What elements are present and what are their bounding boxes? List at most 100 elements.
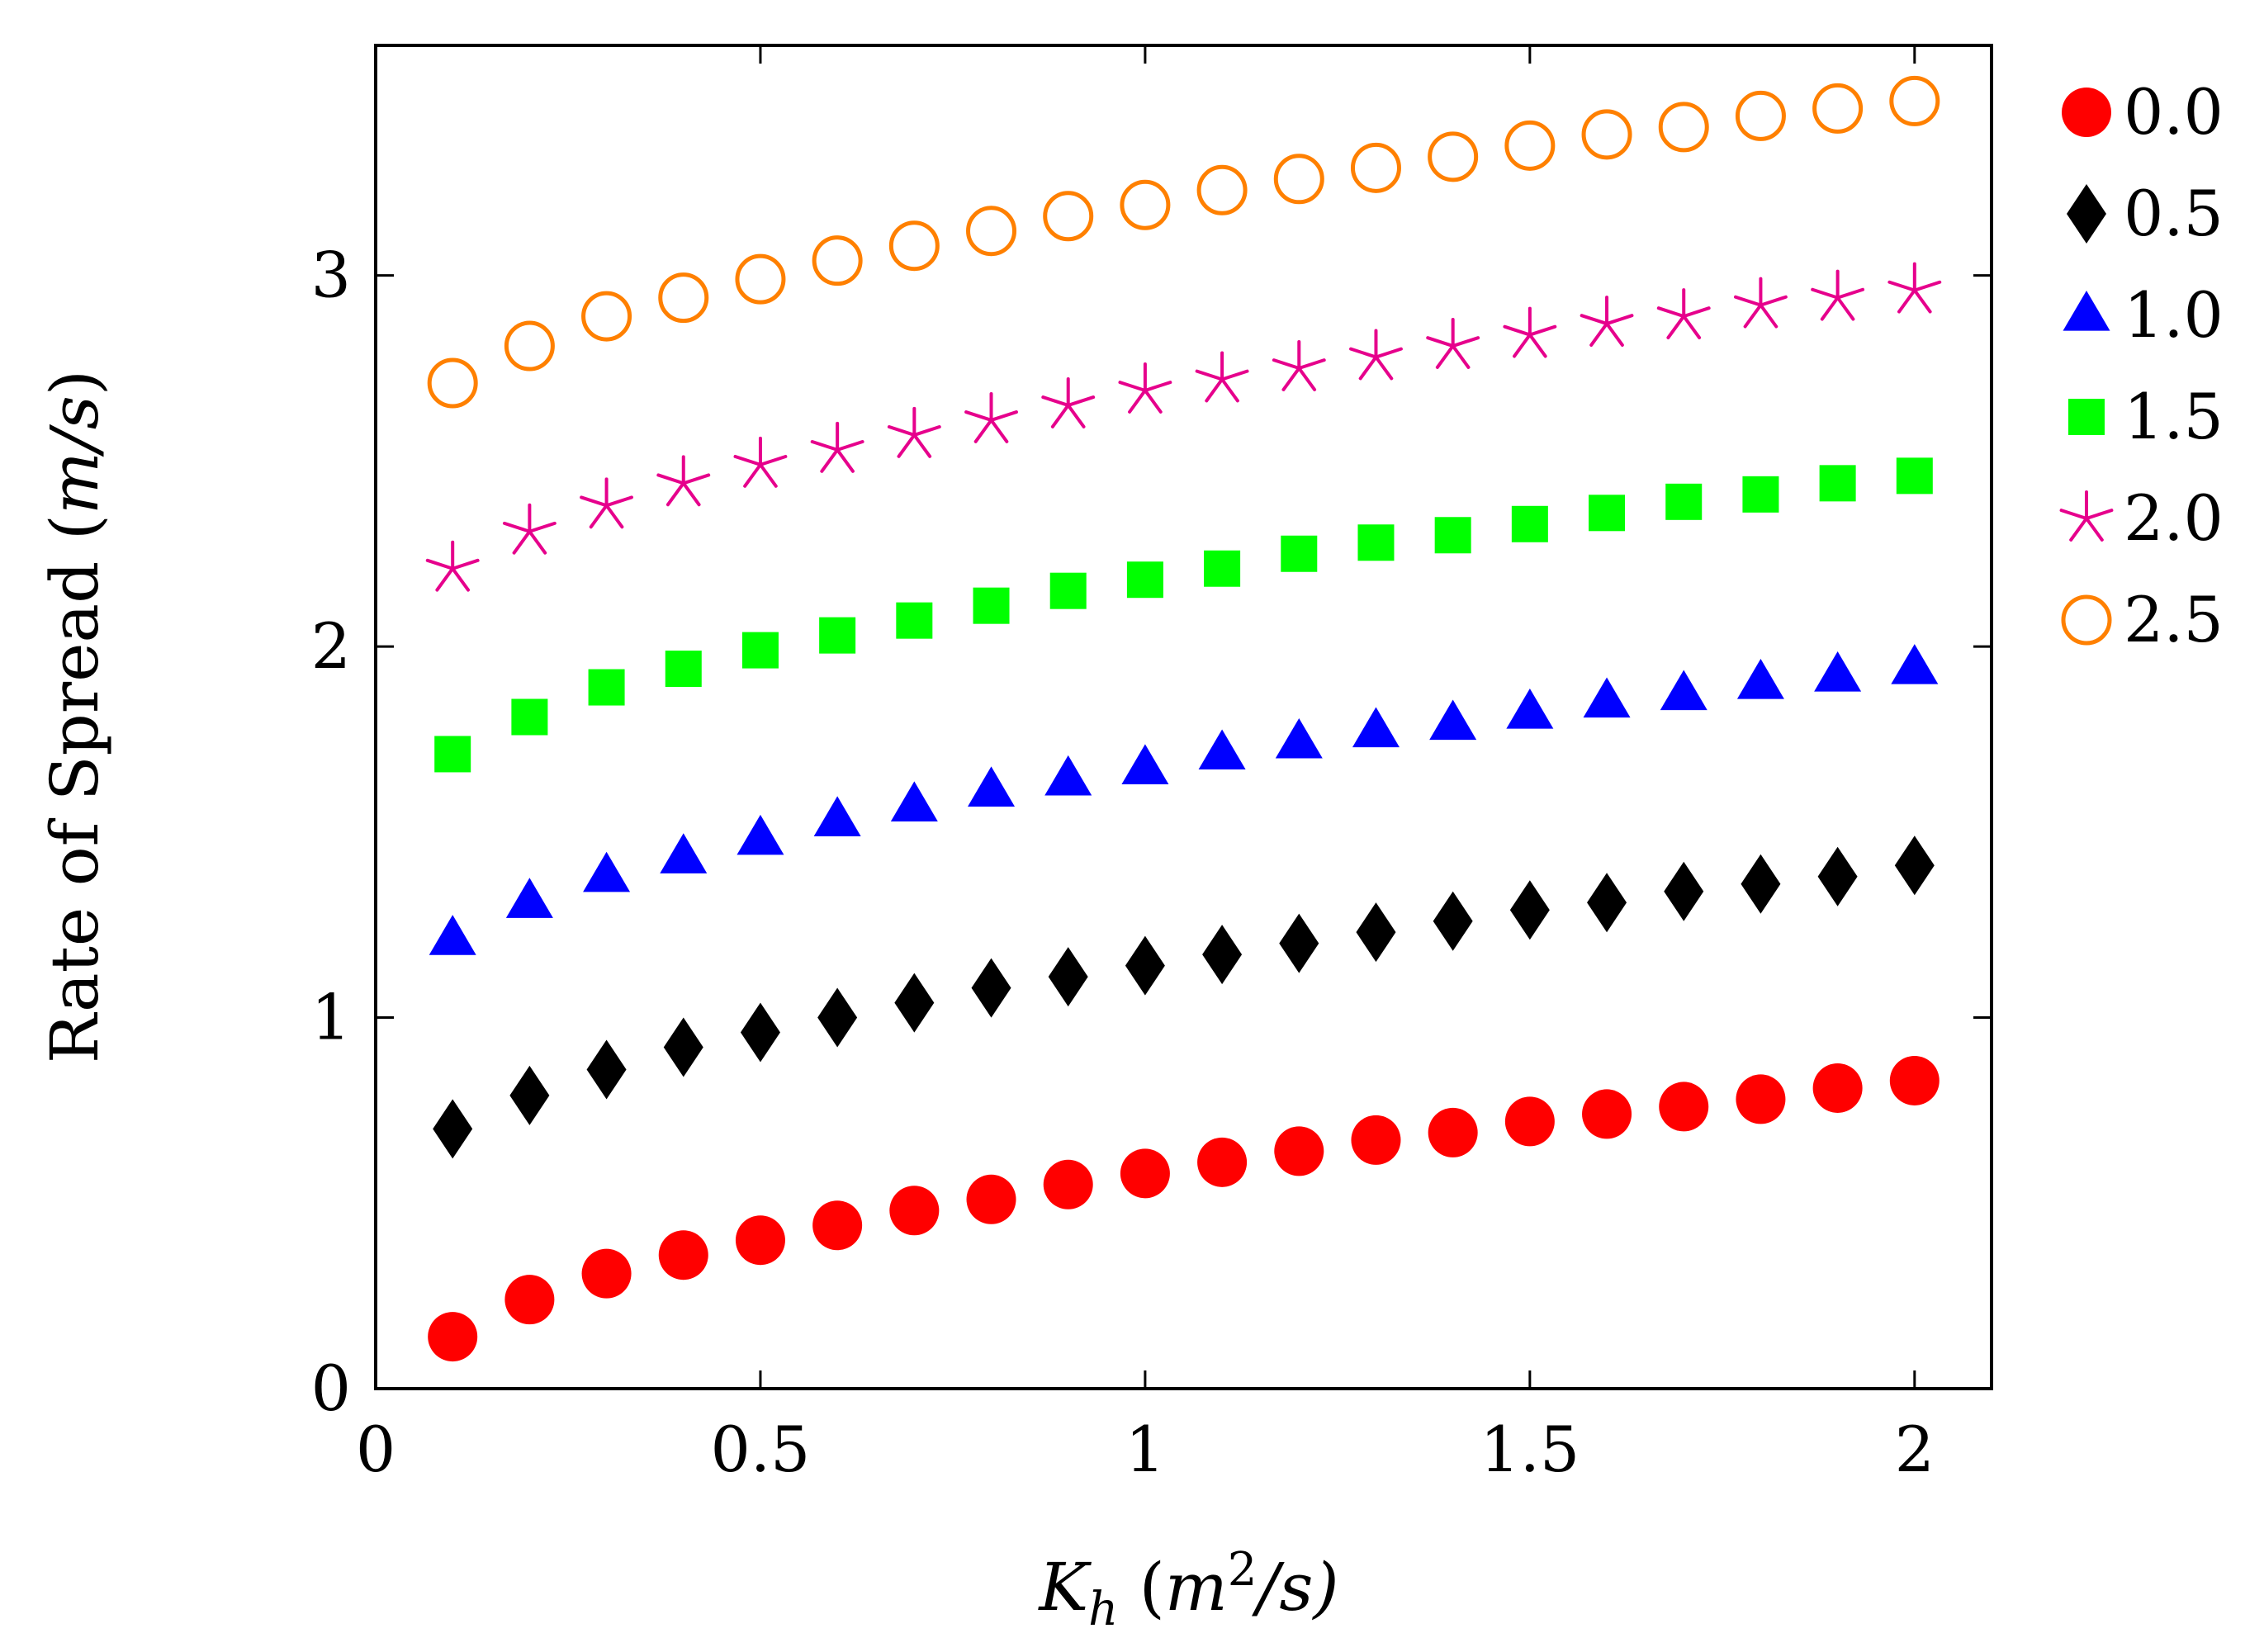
data-point <box>1120 1148 1170 1199</box>
data-point <box>1817 846 1858 906</box>
series-0-0 <box>428 1055 1940 1362</box>
data-point <box>741 632 779 669</box>
y-tick-label: 3 <box>311 239 351 312</box>
x-axis-label-symbol: K <box>1037 1549 1092 1626</box>
data-point <box>966 206 1017 257</box>
data-point <box>1504 1096 1555 1147</box>
legend-marker <box>2068 399 2105 435</box>
x-tick-label: 1 <box>1125 1413 1165 1486</box>
data-point <box>1583 677 1631 718</box>
data-point <box>812 235 863 286</box>
data-point <box>1736 659 1784 699</box>
legend-label: 1.0 <box>2124 278 2224 352</box>
data-point <box>1279 913 1319 973</box>
legend-item: 2.0 <box>2059 481 2224 555</box>
x-axis-label-unit-sup: 2 <box>1228 1543 1258 1597</box>
legend-item: 1.5 <box>2068 380 2224 453</box>
data-point <box>1272 340 1326 391</box>
data-point <box>1894 835 1935 896</box>
data-point <box>971 958 1011 1018</box>
x-tick-label: 1.5 <box>1480 1413 1580 1486</box>
x-axis-label: Kh (m2/s) <box>1037 1543 1338 1636</box>
data-point <box>1660 670 1707 711</box>
series-0-5 <box>433 835 1935 1159</box>
data-point <box>819 617 856 654</box>
data-point <box>1589 495 1626 532</box>
data-point <box>1195 351 1249 403</box>
x-axis-label-subscript: h <box>1088 1583 1118 1636</box>
data-point <box>889 1186 940 1236</box>
x-axis-label-unit-var: m <box>1165 1549 1228 1626</box>
data-point <box>1582 1089 1632 1139</box>
data-point <box>964 391 1018 443</box>
legend-item: 2.5 <box>2061 583 2224 656</box>
data-point <box>502 503 557 555</box>
data-point <box>1198 729 1246 770</box>
x-tick-label: 0.5 <box>711 1413 811 1486</box>
series-1-5 <box>434 457 1933 773</box>
data-point <box>887 406 941 458</box>
data-point <box>583 851 631 892</box>
series-2-5 <box>427 75 1940 409</box>
y-axis-label: Rate of Spread (m/s) <box>36 370 113 1063</box>
data-point <box>1891 644 1939 684</box>
data-point <box>733 436 788 488</box>
data-point <box>1665 483 1703 520</box>
data-point <box>1587 873 1627 933</box>
data-point <box>1428 1107 1478 1157</box>
data-point <box>735 1215 785 1266</box>
series-1-0 <box>429 644 1939 955</box>
data-point <box>665 651 702 688</box>
data-point <box>1506 689 1554 729</box>
data-point <box>1735 90 1786 141</box>
data-point <box>1741 854 1781 914</box>
data-point <box>1509 880 1550 940</box>
data-point <box>1580 296 1634 347</box>
plot-area-frame <box>374 44 1993 1390</box>
data-point <box>1120 179 1171 230</box>
legend-label: 1.5 <box>2124 380 2224 453</box>
y-tick-label: 0 <box>311 1351 351 1425</box>
legend-marker <box>2061 594 2112 646</box>
data-point <box>890 781 938 821</box>
legend-label: 2.0 <box>2124 481 2224 555</box>
data-point <box>1659 1082 1709 1132</box>
data-point <box>1889 75 1940 126</box>
data-point <box>968 766 1016 807</box>
x-tick-label: 2 <box>1895 1413 1935 1486</box>
data-point <box>586 1039 627 1100</box>
data-point <box>966 1174 1016 1224</box>
data-point <box>505 878 553 918</box>
data-point <box>1273 154 1324 205</box>
data-point <box>1196 164 1248 215</box>
data-point <box>1656 288 1711 339</box>
data-point <box>1429 699 1477 741</box>
data-point <box>817 987 858 1048</box>
legend-label: 0.0 <box>2124 75 2224 149</box>
legend-marker <box>2059 490 2114 542</box>
data-point <box>429 915 476 955</box>
data-point <box>1896 457 1933 495</box>
data-point <box>1581 109 1632 160</box>
legend-marker <box>2067 184 2106 244</box>
data-point <box>1428 131 1479 182</box>
legend-label: 0.5 <box>2124 177 2224 250</box>
data-point <box>1041 376 1096 428</box>
data-point <box>1125 935 1165 996</box>
data-point <box>658 272 709 324</box>
data-point <box>1819 465 1856 502</box>
data-point <box>1433 891 1473 951</box>
data-point <box>1357 524 1395 561</box>
y-tick-label: 1 <box>311 981 351 1054</box>
data-point <box>737 814 784 855</box>
data-point <box>1812 1063 1863 1113</box>
data-point <box>1351 1115 1401 1165</box>
data-point <box>1503 306 1557 358</box>
data-point <box>511 698 548 736</box>
data-point <box>1812 83 1864 134</box>
data-point <box>581 291 632 342</box>
series-2-0 <box>425 262 1942 592</box>
data-point <box>1048 947 1088 1007</box>
